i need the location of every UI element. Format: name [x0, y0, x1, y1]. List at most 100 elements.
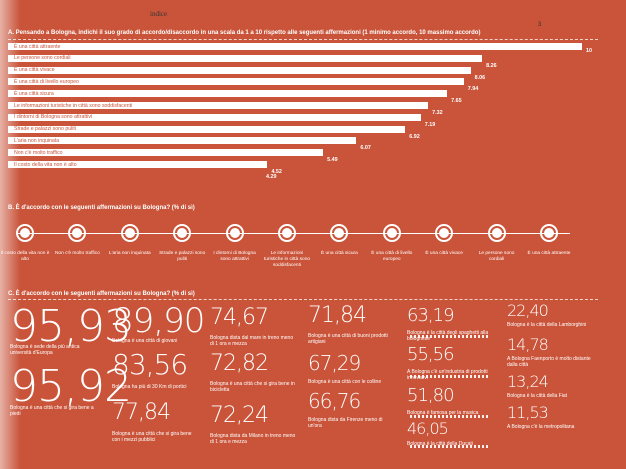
bar-label: Le persone sono cordiali — [14, 55, 71, 62]
ring-label: Non c'è molto traffico — [54, 251, 100, 256]
bar — [8, 43, 582, 50]
stat-value: 95,92 — [10, 361, 132, 412]
stat-value: 72,82 — [210, 351, 269, 376]
wavy-decoration — [410, 335, 490, 338]
section-a-divider — [8, 39, 598, 40]
bar-value: 4.52 — [271, 169, 282, 175]
bar — [8, 66, 471, 74]
ring-label: I dintorni di Bologna sono attrattivi — [213, 251, 256, 262]
bar — [8, 90, 448, 98]
stat-value: 63,19 — [407, 305, 455, 326]
bar-label: È una città sicura — [14, 90, 54, 97]
ring-label: Le persone sono cordiali — [478, 251, 515, 262]
stat-value: 11,53 — [507, 403, 549, 422]
bar-label: L'aria non inquinata — [14, 137, 60, 144]
ring-dot — [491, 228, 502, 238]
section-c-title: C. È d'accordo con le seguenti affermazi… — [8, 291, 195, 297]
stat-label: Bologna è una città che si gira bene con… — [112, 431, 192, 443]
ring-dot — [229, 228, 240, 238]
stat-label: Bologna è sede della più antica universi… — [10, 344, 80, 356]
stat-value: 22,40 — [507, 301, 549, 320]
section-c-divider — [8, 299, 598, 300]
ring-label: L'aria non inquinata — [108, 251, 151, 256]
page-number: 3 — [538, 22, 542, 28]
bar-label: Le informazioni turistiche in città sono… — [14, 102, 133, 109]
ring-marker — [330, 224, 349, 242]
stat-value: 72,24 — [210, 403, 269, 428]
bar-label: I dintorni di Bologna sono attrattivi — [14, 114, 93, 121]
stat-value: 66,76 — [308, 389, 361, 413]
stat-label: Bologna è una città di buoni prodotti ar… — [308, 333, 388, 345]
stat-label: Bologna è la città della Lamborghini — [507, 322, 587, 328]
ring-dot — [177, 228, 188, 238]
stat-value: 14,78 — [507, 335, 549, 354]
ring-dot — [334, 228, 345, 238]
bar-value: 7.32 — [432, 110, 443, 116]
stat-label: A Bologna Faenporto è molto distante dal… — [507, 356, 591, 368]
ring-marker — [16, 224, 34, 242]
ring-dot — [72, 228, 83, 238]
ring-marker — [487, 224, 506, 242]
bar — [8, 54, 483, 62]
ring-marker — [225, 224, 244, 242]
stat-value: 71,84 — [308, 303, 367, 328]
stat-value: 51,80 — [407, 385, 455, 406]
bar-value: 7.94 — [467, 86, 479, 93]
ring-marker — [120, 224, 139, 242]
stat-label: Bologna è la città degli spaghetti alla … — [407, 330, 489, 342]
header-word: indice — [150, 10, 168, 18]
ring-label: È una città attraente — [527, 251, 571, 256]
wavy-decoration — [410, 415, 490, 418]
ring-label: Il costo della vita non è alto — [0, 251, 50, 262]
wavy-decoration — [410, 445, 490, 448]
stat-label: Bologna è famosa per la musica — [407, 410, 479, 416]
section-b-title: B. È d'accordo con le seguenti affermazi… — [8, 205, 195, 211]
stat-label: Bologna dista da Firenze meno di un'ora — [308, 417, 383, 429]
ring-marker — [435, 224, 454, 242]
stat-label: Bologna è una città con le colline — [308, 379, 382, 385]
stat-label: Bologna è una città di giovani — [112, 338, 178, 344]
stat-label: Bologna è la città della Fiat — [507, 393, 568, 399]
wavy-decoration — [410, 375, 490, 378]
ring-label: Strade e palazzi sono puliti — [159, 251, 206, 262]
stat-value: 89,90 — [112, 301, 205, 341]
section-a-title: A. Pensando a Bologna, indichi il suo gr… — [8, 30, 481, 36]
stat-label: A Bologna c'è la metropolitana — [507, 424, 575, 430]
ring-label: È una città di livello europeo — [371, 251, 413, 262]
bar-label: È una città di livello europeo — [14, 78, 79, 85]
bar-value: 8.06 — [474, 74, 486, 81]
bar-value: 5.49 — [327, 157, 338, 164]
ring-marker — [382, 224, 401, 242]
bar — [8, 161, 268, 168]
bar — [8, 125, 406, 133]
bar-value: 6.07 — [360, 145, 371, 152]
ring-dot — [124, 228, 135, 238]
ring-marker — [278, 224, 296, 242]
ring-dot — [439, 228, 450, 238]
bar-value: 6.92 — [409, 133, 420, 140]
stat-label: Bologna è la città della Ducati — [407, 441, 473, 447]
ring-dot — [386, 228, 397, 238]
ring-label: È una città vivace — [425, 251, 463, 256]
bar — [8, 113, 421, 121]
stat-label: Bologna dista dal mare in treno meno di … — [210, 335, 294, 347]
stat-value: 13,24 — [507, 372, 549, 391]
stat-value: 74,67 — [210, 305, 269, 330]
ring-dot — [20, 228, 30, 238]
stat-label: Bologna ha più di 30 Km di portici — [112, 384, 187, 390]
ring-dot — [544, 228, 554, 238]
bar-value: 7.65 — [451, 98, 462, 105]
stat-value: 46,05 — [407, 419, 449, 438]
bar-label: Strade e palazzi sono puliti — [14, 126, 76, 133]
ring-dot — [282, 228, 292, 238]
bar-label: È una città vivace — [14, 67, 55, 74]
ring-marker — [540, 224, 558, 242]
bar-label: Il costo della vita non è alto — [14, 161, 77, 168]
stat-label: Bologna è una città che si gira bene in … — [210, 381, 295, 393]
bar-label: È una città attraente — [14, 43, 61, 50]
stat-value: 77,84 — [112, 400, 171, 425]
stat-label: Bologna dista da Milano in treno meno di… — [210, 433, 296, 445]
bar — [8, 102, 429, 109]
